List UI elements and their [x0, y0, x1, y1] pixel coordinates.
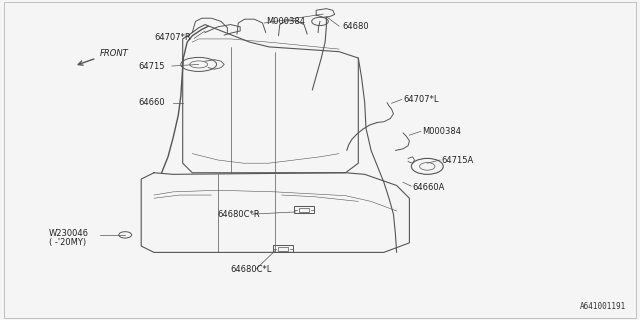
Text: ( -'20MY): ( -'20MY) — [49, 238, 86, 247]
Text: 64715A: 64715A — [442, 156, 474, 164]
Text: W230046: W230046 — [49, 229, 88, 238]
Bar — [294, 206, 314, 213]
Text: 64660A: 64660A — [413, 183, 445, 192]
Text: M000384: M000384 — [266, 17, 305, 26]
Text: 64680C*L: 64680C*L — [230, 265, 272, 275]
Text: 64680C*R: 64680C*R — [218, 210, 260, 219]
Text: M000384: M000384 — [422, 127, 461, 136]
Text: FRONT: FRONT — [100, 49, 129, 58]
Text: 64707*L: 64707*L — [403, 95, 438, 104]
Bar — [273, 245, 292, 252]
Bar — [278, 247, 288, 251]
Text: 64680: 64680 — [342, 22, 369, 31]
Text: 64660: 64660 — [138, 98, 164, 107]
Bar — [300, 208, 309, 212]
Text: A641001191: A641001191 — [580, 302, 627, 311]
Text: 64707*R: 64707*R — [154, 33, 191, 42]
Text: 64715: 64715 — [138, 61, 164, 70]
